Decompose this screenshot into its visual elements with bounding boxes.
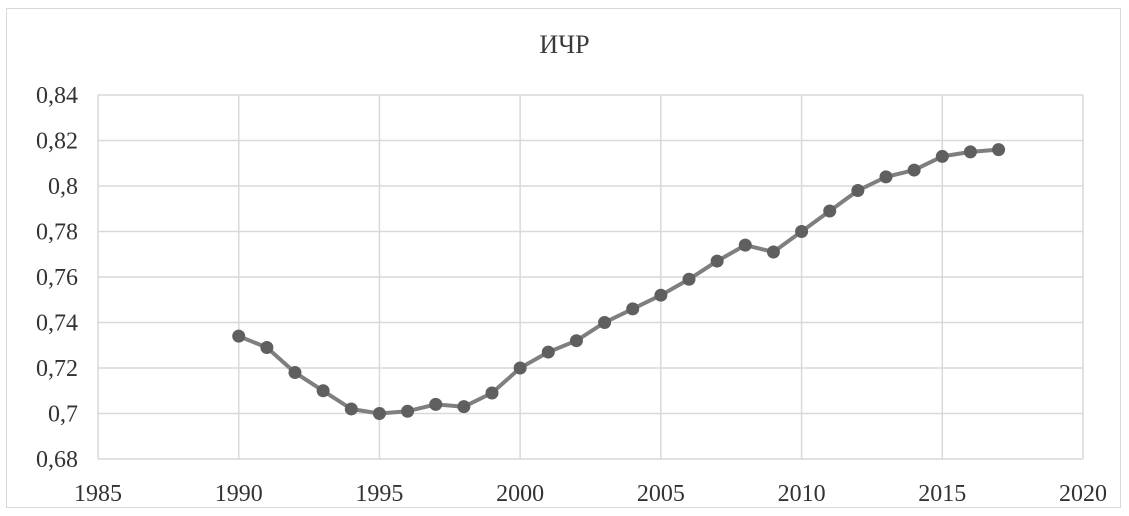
y-tick-label: 0,68 — [36, 447, 78, 473]
data-point — [485, 386, 499, 400]
x-tick-label: 1985 — [74, 481, 122, 507]
data-point — [598, 316, 612, 329]
x-tick-label: 1995 — [355, 481, 403, 507]
data-point — [316, 384, 330, 398]
y-tick-label: 0,72 — [36, 356, 78, 382]
chart-frame — [6, 8, 1121, 508]
data-point — [851, 184, 865, 198]
data-point — [372, 407, 386, 420]
data-point — [682, 272, 696, 286]
x-axis-ticks: 1985 1990 1995 2000 2005 2010 2015 2020 — [74, 481, 1107, 507]
chart-title: ИЧР — [539, 30, 590, 59]
data-point — [935, 149, 949, 163]
data-point — [879, 170, 893, 184]
data-point — [260, 341, 274, 355]
x-tick-label: 2010 — [778, 481, 826, 507]
data-point — [766, 245, 780, 259]
y-tick-label: 0,82 — [36, 129, 78, 155]
data-point — [710, 254, 724, 268]
data-point — [429, 397, 443, 411]
x-tick-label: 2005 — [637, 481, 685, 507]
data-point — [401, 404, 415, 418]
data-point — [457, 400, 471, 414]
data-point — [626, 302, 640, 316]
y-tick-label: 0,8 — [48, 174, 78, 200]
data-point — [288, 366, 302, 380]
data-point — [992, 143, 1006, 157]
y-axis-ticks: 0,68 0,7 0,72 0,74 0,76 0,78 0,8 0,82 0,84 — [36, 83, 78, 473]
data-point — [823, 204, 837, 218]
y-tick-label: 0,78 — [36, 220, 78, 246]
data-point — [963, 145, 977, 159]
x-tick-label: 2000 — [496, 481, 544, 507]
data-point — [513, 361, 527, 375]
y-tick-label: 0,84 — [36, 83, 78, 109]
data-point — [541, 345, 555, 359]
series-line — [237, 147, 999, 416]
data-point — [344, 402, 358, 416]
x-tick-label: 1990 — [215, 481, 263, 507]
data-point — [232, 329, 246, 343]
data-point — [569, 334, 583, 348]
y-tick-label: 0,76 — [36, 265, 78, 291]
y-tick-label: 0,7 — [48, 402, 78, 428]
grid-lines — [97, 94, 1084, 460]
series-group — [232, 143, 1006, 420]
data-point — [654, 288, 668, 302]
x-tick-label: 2015 — [918, 481, 966, 507]
data-point — [795, 225, 809, 238]
data-point — [738, 238, 752, 252]
x-tick-label: 2020 — [1059, 481, 1107, 507]
y-tick-label: 0,74 — [36, 311, 78, 337]
data-point — [907, 163, 921, 177]
